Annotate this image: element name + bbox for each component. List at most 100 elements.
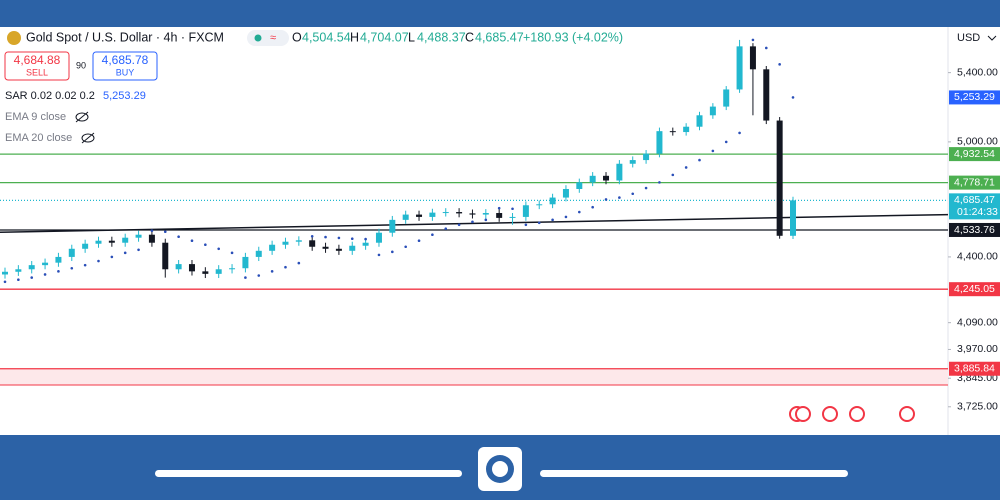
- price-tag-label: 4,245.05: [954, 283, 995, 295]
- candle-body: [229, 268, 236, 270]
- candle-body: [148, 234, 155, 243]
- candle-body: [496, 213, 503, 218]
- price-tag: [949, 282, 1000, 297]
- hidden-icon[interactable]: [81, 132, 95, 144]
- sar-dot: [204, 243, 207, 247]
- sar-dot: [537, 221, 541, 225]
- candle-body: [603, 175, 610, 181]
- sar-dot: [791, 96, 795, 99]
- candle-body: [389, 219, 396, 233]
- sar-dot: [190, 239, 194, 243]
- candle-body: [82, 243, 89, 249]
- close-label: C: [465, 30, 474, 44]
- candle-body: [562, 188, 569, 198]
- sar-dot: [431, 233, 434, 237]
- countdown: 01:24:33: [957, 206, 998, 218]
- currency[interactable]: USD: [957, 32, 980, 44]
- sar-dot: [644, 186, 648, 190]
- top-bar: [0, 0, 1000, 27]
- candle-body: [536, 204, 543, 206]
- candle-body: [68, 248, 75, 257]
- candle-body: [55, 256, 62, 263]
- sar-dot: [564, 215, 568, 219]
- candle-body: [763, 69, 770, 121]
- candle-body: [736, 46, 743, 90]
- sell-label[interactable]: SELL: [26, 67, 48, 77]
- status-pill: [247, 30, 289, 46]
- candle-body: [629, 160, 636, 164]
- high-label: H: [350, 30, 359, 44]
- sar-dot: [377, 253, 381, 257]
- sar-dot: [297, 261, 301, 265]
- candle-body: [402, 214, 409, 220]
- sar-dot: [684, 166, 688, 169]
- y-tick-label: 4,400.00: [957, 251, 998, 263]
- candle-body: [709, 106, 716, 116]
- sar-dot: [471, 220, 474, 224]
- sar-dot: [30, 276, 34, 279]
- candle-body: [576, 182, 583, 189]
- candle-body: [469, 213, 476, 215]
- price-tag-label: 4,533.76: [954, 224, 995, 236]
- sar-dot: [17, 278, 20, 282]
- sar-dot: [457, 223, 461, 227]
- open-value: 4,504.54: [302, 30, 351, 44]
- candle-body: [242, 256, 249, 269]
- sar-dot: [671, 173, 675, 177]
- price-tag-label: 3,885.84: [954, 363, 995, 375]
- candle-body: [28, 265, 35, 270]
- sar-dot: [97, 259, 100, 263]
- candle-body: [108, 240, 115, 243]
- sar-dot: [551, 218, 554, 222]
- indicator-name: EMA 20 close: [5, 132, 72, 144]
- sar-dot: [284, 265, 287, 269]
- symbol-icon: [7, 31, 21, 45]
- sell-price[interactable]: 4,684.88: [14, 53, 61, 67]
- sar-dot: [364, 237, 367, 241]
- candle-body: [509, 216, 516, 218]
- candle-body: [643, 153, 650, 161]
- candle-body: [683, 126, 690, 133]
- candle-body: [42, 262, 49, 266]
- sar-dot: [150, 229, 154, 233]
- sar-dot: [698, 158, 701, 162]
- sar-dot: [738, 131, 741, 135]
- sell-button[interactable]: [4, 51, 70, 81]
- candle-body: [202, 271, 209, 274]
- price-tag: [949, 90, 1000, 105]
- status-wave: ≈: [270, 32, 276, 44]
- dropdown-arrow[interactable]: [987, 35, 997, 41]
- logo-core: [492, 461, 508, 477]
- candle-body: [442, 212, 449, 214]
- price-tag: [949, 361, 1000, 376]
- buy-price[interactable]: 4,685.78: [102, 53, 149, 67]
- event-flags: [789, 406, 915, 422]
- hidden-icon[interactable]: [75, 111, 89, 123]
- sar-dot: [324, 235, 327, 239]
- candle-body: [135, 234, 142, 238]
- candle-body: [162, 242, 169, 270]
- candle-body: [616, 163, 623, 181]
- close-value: 4,685.47: [475, 30, 524, 44]
- price-tag-label: 4,778.71: [954, 176, 995, 188]
- symbol: Gold Spot / U.S. Dollar · 4h · FXCM: [26, 30, 224, 44]
- candle-body: [482, 213, 489, 215]
- zone-band: [0, 369, 948, 385]
- candle-body: [215, 269, 222, 274]
- sar-dot: [163, 230, 167, 234]
- buy-button[interactable]: [92, 51, 158, 81]
- sar-dot: [631, 192, 635, 196]
- sar-dot: [591, 205, 594, 209]
- sar-dot: [43, 273, 47, 276]
- sar-dot: [257, 274, 261, 277]
- low-label: L: [408, 30, 415, 44]
- sar-dot: [618, 196, 621, 199]
- indicator-name: SAR 0.02 0.02 0.2: [5, 90, 95, 102]
- spread: 90: [76, 60, 86, 70]
- sar-dot: [524, 223, 528, 227]
- sar-dot: [711, 149, 715, 153]
- candle-body: [15, 269, 22, 272]
- candle-body: [456, 212, 463, 214]
- buy-label[interactable]: BUY: [116, 67, 135, 77]
- sar-dot: [751, 38, 755, 42]
